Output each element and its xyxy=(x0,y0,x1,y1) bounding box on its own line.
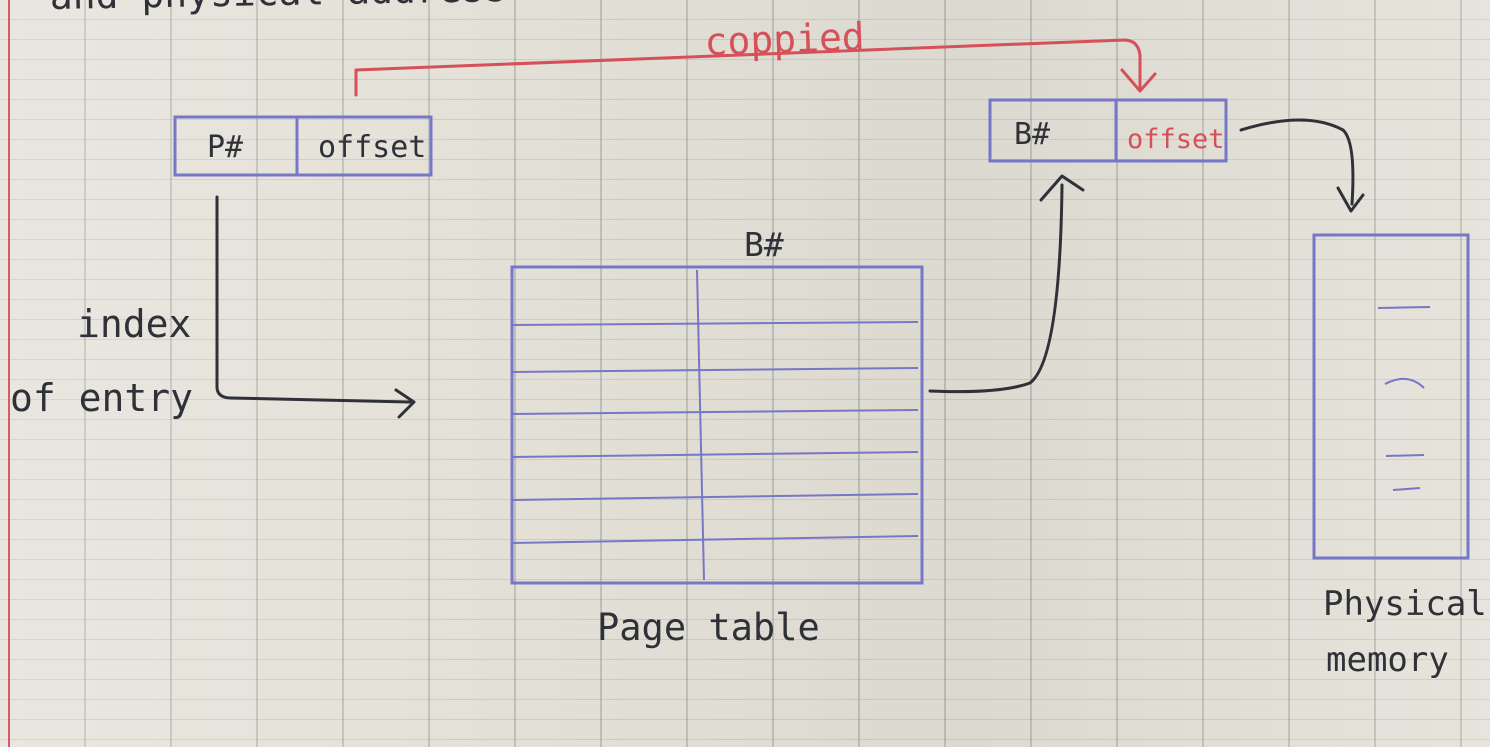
page-table-label: Page table xyxy=(597,606,820,649)
page-table-grid xyxy=(510,265,924,585)
index-label: index xyxy=(77,302,191,346)
physical-memory-outline xyxy=(1312,233,1470,560)
index-arrow xyxy=(215,195,416,419)
physical-label: Physical xyxy=(1323,584,1487,624)
memory-mark xyxy=(1392,487,1421,491)
memory-mark xyxy=(1384,377,1425,389)
physical-address-register: B# offset xyxy=(988,98,1228,163)
logical-address-register: P# offset xyxy=(173,115,433,177)
copied-offset-arrow xyxy=(354,38,1157,97)
page-table-row-line xyxy=(511,535,919,544)
memory-mark xyxy=(1377,306,1431,309)
memory-label: memory xyxy=(1326,640,1449,680)
physical-address-outline xyxy=(988,98,1228,163)
physical-offset: offset xyxy=(1127,124,1225,155)
logical-page-number: P# xyxy=(207,130,243,165)
frame-number: B# xyxy=(1014,117,1050,152)
page-table-row-line xyxy=(511,367,919,373)
top-note-fragment: and physical address xyxy=(49,0,507,18)
page-table-row-line xyxy=(511,321,919,326)
red-margin-line xyxy=(8,0,10,747)
memory-mark xyxy=(1385,454,1425,457)
physical-memory-block xyxy=(1312,233,1470,560)
frame-number-arrow xyxy=(928,174,1085,394)
logical-offset: offset xyxy=(318,130,426,165)
page-table-row-line xyxy=(511,451,919,458)
frame-column-label: B# xyxy=(744,225,784,264)
page-table-row-line xyxy=(511,409,919,415)
of-entry-label: of entry xyxy=(10,376,193,420)
page-table-row-line xyxy=(511,493,919,501)
physical-memory-access-arrow xyxy=(1239,118,1365,213)
logical-address-outline xyxy=(173,115,433,177)
page-table-column-divider xyxy=(696,269,705,581)
page-table-outline xyxy=(510,265,924,585)
